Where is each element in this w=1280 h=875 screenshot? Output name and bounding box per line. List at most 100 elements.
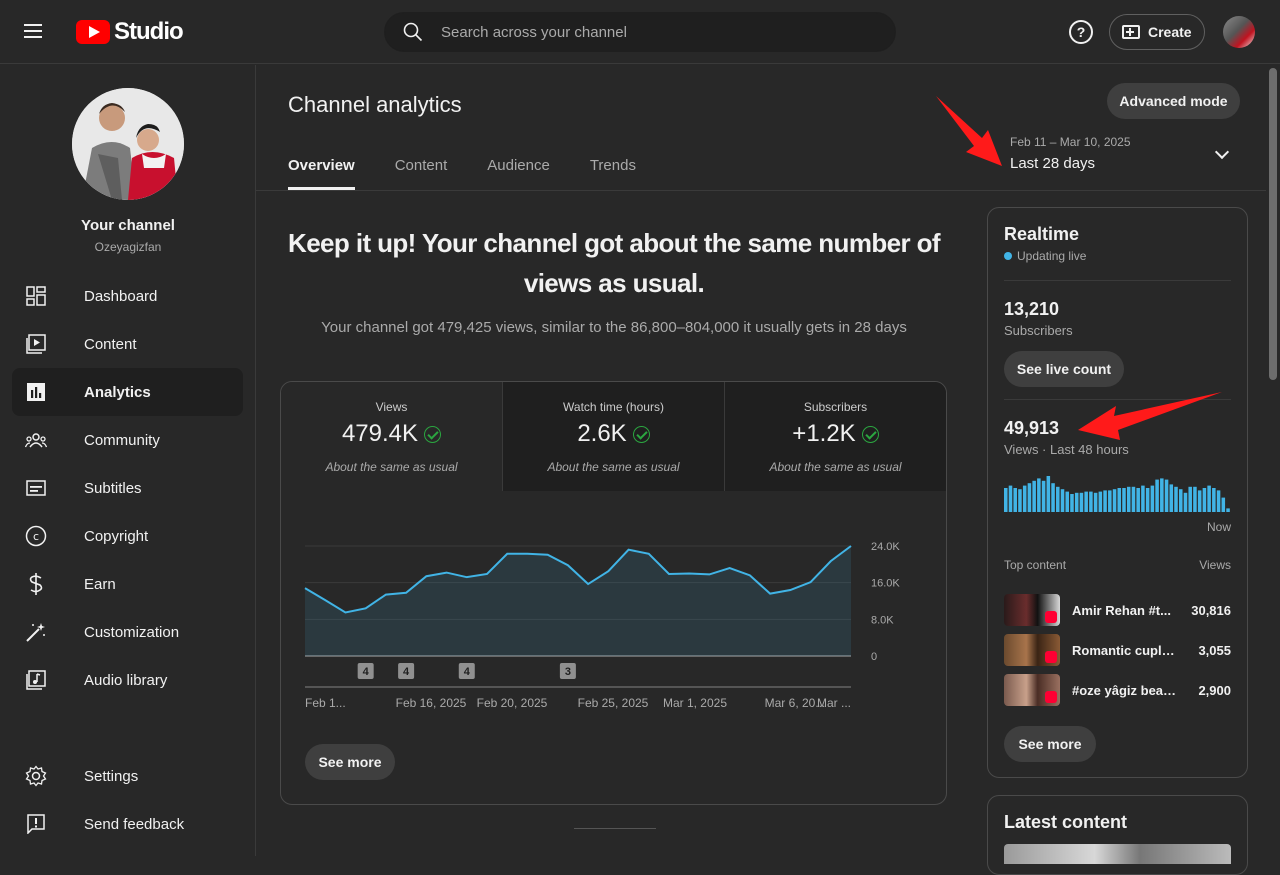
copyright-icon: c bbox=[24, 524, 48, 548]
metric-note: About the same as usual bbox=[547, 460, 680, 474]
views-column-label: Views bbox=[1199, 558, 1231, 572]
x-tick-label: Feb 20, 2025 bbox=[477, 696, 548, 710]
sidebar-item-copyright[interactable]: c Copyright bbox=[12, 512, 243, 560]
chevron-down-icon[interactable] bbox=[1214, 144, 1230, 160]
sidebar-item-label: Analytics bbox=[84, 383, 151, 401]
create-label: Create bbox=[1148, 24, 1192, 40]
data-point bbox=[304, 587, 306, 589]
latest-content-thumbnail[interactable] bbox=[1004, 844, 1231, 864]
event-marker bbox=[398, 663, 415, 679]
top-content-row[interactable]: Amir Rehan #t... 30,816 bbox=[1004, 594, 1231, 626]
realtime-bar bbox=[1202, 488, 1207, 512]
sidebar-item-community[interactable]: Community bbox=[12, 416, 243, 464]
divider bbox=[1004, 399, 1231, 400]
data-point bbox=[810, 581, 812, 583]
sidebar-item-analytics[interactable]: Analytics bbox=[12, 368, 243, 416]
data-point bbox=[365, 607, 367, 609]
realtime-bar bbox=[1093, 492, 1098, 512]
channel-avatar[interactable] bbox=[72, 88, 184, 200]
create-button[interactable]: Create bbox=[1109, 14, 1205, 50]
date-range-dates: Feb 11 – Mar 10, 2025 bbox=[1010, 135, 1131, 149]
search-input[interactable] bbox=[441, 23, 861, 41]
metric-value: 479.4K bbox=[341, 420, 419, 447]
metric-watch-time[interactable]: Watch time (hours) 2.6K About the same a… bbox=[503, 382, 725, 491]
date-range-picker[interactable]: Feb 11 – Mar 10, 2025 Last 28 days bbox=[1010, 135, 1131, 172]
sidebar-item-label: Audio library bbox=[84, 671, 168, 689]
sidebar-item-settings[interactable]: Settings bbox=[12, 752, 243, 800]
top-content-label: Top content bbox=[1004, 558, 1067, 572]
sidebar-item-subtitles[interactable]: Subtitles bbox=[12, 464, 243, 512]
search-icon bbox=[403, 22, 423, 42]
realtime-bar bbox=[1174, 486, 1178, 512]
tab-trends[interactable]: Trends bbox=[589, 157, 636, 174]
sidebar-item-label: Customization bbox=[84, 623, 180, 641]
realtime-bar bbox=[1155, 479, 1159, 512]
metric-subscribers[interactable]: Subscribers +1.2K About the same as usua… bbox=[725, 382, 946, 491]
data-point bbox=[648, 553, 650, 555]
sidebar-item-earn[interactable]: Earn bbox=[12, 560, 243, 608]
sidebar-item-label: Send feedback bbox=[84, 815, 185, 833]
menu-icon[interactable] bbox=[24, 20, 52, 44]
scrollbar[interactable] bbox=[1266, 65, 1280, 856]
metric-label: Views bbox=[375, 400, 408, 414]
realtime-bar bbox=[1004, 488, 1008, 512]
realtime-bar bbox=[1027, 483, 1032, 512]
create-video-icon bbox=[1122, 25, 1140, 39]
channel-name[interactable]: Your channel bbox=[81, 217, 175, 234]
top-content-row[interactable]: Romantic cuple ... 3,055 bbox=[1004, 634, 1231, 666]
analytics-icon bbox=[24, 380, 48, 404]
account-avatar[interactable] bbox=[1223, 16, 1255, 48]
check-circle-icon bbox=[632, 425, 650, 443]
realtime-bar bbox=[1188, 486, 1192, 512]
subtitles-icon bbox=[24, 476, 48, 500]
realtime-bar-chart[interactable] bbox=[1004, 476, 1231, 512]
realtime-bar bbox=[1131, 486, 1136, 512]
metric-note: About the same as usual bbox=[325, 460, 458, 474]
data-point bbox=[850, 545, 852, 547]
sidebar-item-dashboard[interactable]: Dashboard bbox=[12, 272, 243, 320]
check-circle-icon bbox=[861, 425, 879, 443]
search-bar[interactable] bbox=[384, 12, 896, 52]
customization-icon bbox=[24, 620, 48, 644]
sidebar-item-customization[interactable]: Customization bbox=[12, 608, 243, 656]
x-tick-label: Mar 1, 2025 bbox=[663, 696, 727, 710]
realtime-bar bbox=[1160, 478, 1164, 512]
tab-overview[interactable]: Overview bbox=[288, 145, 355, 190]
video-thumbnail bbox=[1004, 634, 1060, 666]
y-tick-label: 0 bbox=[871, 651, 877, 663]
sidebar-item-audio-library[interactable]: Audio library bbox=[12, 656, 243, 704]
scrollbar-thumb[interactable] bbox=[1269, 68, 1277, 380]
data-point bbox=[506, 553, 508, 555]
realtime-bar bbox=[1122, 488, 1126, 512]
help-icon[interactable]: ? bbox=[1069, 20, 1093, 44]
realtime-see-more-button[interactable]: See more bbox=[1004, 726, 1096, 762]
event-marker-label: 4 bbox=[464, 666, 471, 678]
channel-handle: Ozeyagizfan bbox=[94, 240, 162, 254]
earn-icon bbox=[24, 572, 48, 596]
sidebar-item-label: Dashboard bbox=[84, 287, 158, 305]
realtime-bar bbox=[1046, 476, 1051, 512]
red-arrow-annotation bbox=[936, 96, 1002, 166]
tab-content[interactable]: Content bbox=[394, 157, 448, 174]
latest-content-card: Latest content bbox=[987, 795, 1248, 875]
insight-subline: Your channel got 479,425 views, similar … bbox=[321, 319, 907, 336]
sidebar-item-label: Settings bbox=[84, 767, 139, 785]
realtime-bar bbox=[1226, 508, 1230, 512]
see-more-button[interactable]: See more bbox=[305, 744, 395, 780]
realtime-bar bbox=[1212, 488, 1216, 512]
sidebar-item-send-feedback[interactable]: Send feedback bbox=[12, 800, 243, 848]
realtime-bar bbox=[1065, 491, 1070, 512]
advanced-mode-button[interactable]: Advanced mode bbox=[1107, 83, 1240, 119]
top-content-row[interactable]: #oze yâgiz beau... 2,900 bbox=[1004, 674, 1231, 706]
metric-views[interactable]: Views 479.4K About the same as usual bbox=[281, 382, 503, 491]
see-live-count-button[interactable]: See live count bbox=[1004, 351, 1124, 387]
overview-card: Views 479.4K About the same as usual Wat… bbox=[280, 381, 947, 805]
views-chart[interactable]: 24.0K 16.0K 8.0K 0 4 4 4 3 Feb 1... Feb 16, 2025 F… bbox=[281, 491, 946, 731]
realtime-bar bbox=[1164, 479, 1169, 512]
tab-audience[interactable]: Audience bbox=[487, 157, 550, 174]
sidebar-item-content[interactable]: Content bbox=[12, 320, 243, 368]
main-content: Channel analytics Advanced mode Overview… bbox=[256, 65, 1266, 875]
video-title: Amir Rehan #t... bbox=[1072, 602, 1171, 618]
data-point bbox=[526, 553, 528, 555]
studio-logo[interactable]: Studio bbox=[76, 16, 184, 48]
